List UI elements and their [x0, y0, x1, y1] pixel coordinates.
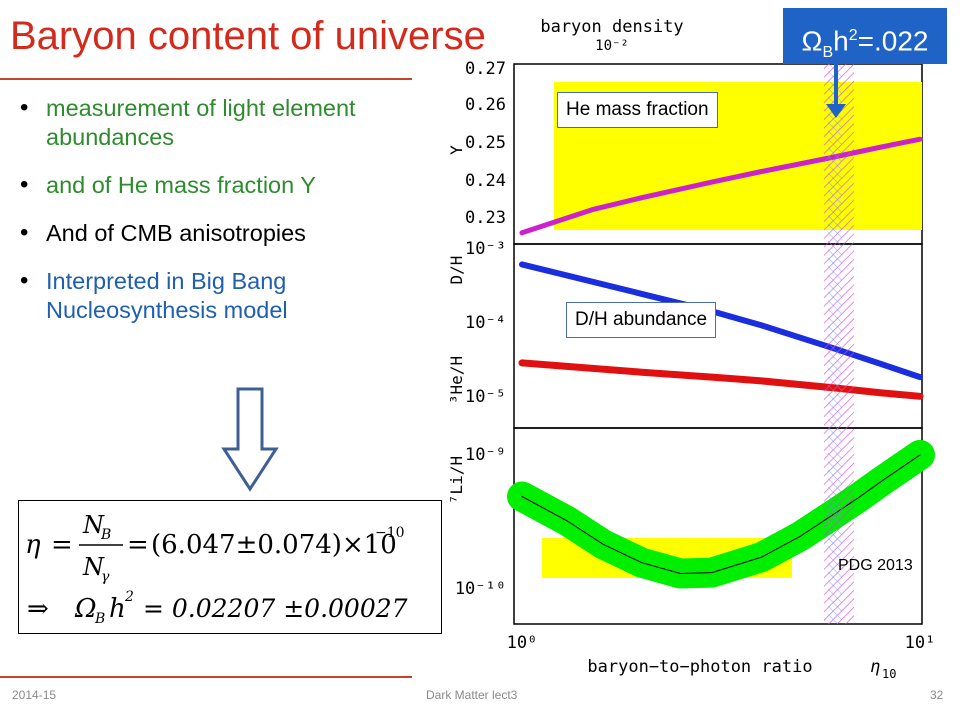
- x-axis-label: baryon−to−photon ratio: [587, 657, 812, 677]
- bullet-text: Interpreted in Big Bang Nucleosynthesis …: [46, 268, 288, 323]
- bullet-text: and of He mass fraction Y: [46, 172, 316, 198]
- y-tick-label: 0.24: [465, 171, 506, 191]
- title-underline: [0, 78, 412, 80]
- dh-axis-label: D/H: [447, 256, 466, 285]
- y-tick-label: 0.26: [465, 95, 506, 115]
- eq-sign-2: =: [127, 530, 149, 560]
- omega-letter: Ω: [801, 25, 823, 57]
- top-axis-label: baryon density: [540, 17, 683, 37]
- bullet-text: And of CMB anisotropies: [46, 220, 306, 246]
- y-tick-label: 0.25: [465, 133, 506, 153]
- footer-rule: [0, 676, 412, 678]
- pdg-label: PDG 2013: [838, 557, 913, 574]
- omega-result: = 0.02207 ±0.00027: [143, 594, 408, 623]
- bullet-text: measurement of light element abundances: [46, 95, 356, 150]
- omega-arrow-head: [826, 104, 846, 118]
- x-axis-symbol: η: [870, 657, 880, 677]
- h-letter: h: [833, 25, 849, 57]
- den-sub: γ: [101, 569, 110, 585]
- top-axis-unit: 10⁻²: [595, 38, 629, 54]
- omega-sub: B: [94, 611, 105, 627]
- den-n: N: [82, 553, 105, 581]
- h-exp: 2: [124, 589, 134, 605]
- li-series-line: [521, 454, 921, 574]
- h-sup: 2: [848, 27, 858, 44]
- eta-symbol: η: [25, 530, 41, 560]
- h-symbol: h: [109, 594, 126, 624]
- bullet-dot: •: [20, 94, 29, 121]
- y-tick-label: 10⁻⁹: [465, 445, 506, 465]
- formula-box: η = N B N γ = (6.047±0.074)×10 −10 ⇒ Ω B…: [18, 500, 442, 634]
- eta-exponent: −10: [375, 525, 405, 541]
- y-series-line: [519, 136, 923, 236]
- bullet-item: • Interpreted in Big Bang Nucleosynthesis…: [18, 267, 448, 325]
- bullet-dot: •: [20, 171, 29, 198]
- y-tick-label: 0.27: [465, 59, 506, 79]
- cmb-band-core: [828, 64, 842, 624]
- footer-lecture: Dark Matter lect3: [426, 688, 518, 702]
- formula-svg: η = N B N γ = (6.047±0.074)×10 −10 ⇒ Ω B…: [25, 511, 408, 627]
- y-tick-label: 10⁻³: [465, 239, 506, 259]
- eta-value: (6.047±0.074)×10: [151, 530, 397, 560]
- omega-symbol: Ω: [74, 594, 97, 624]
- he3-series-line: [518, 359, 924, 400]
- bullet-list: • measurement of light element abundances…: [18, 94, 448, 344]
- y-tick-label: 10⁻⁴: [465, 313, 506, 333]
- x-axis-sub: 10: [882, 667, 896, 681]
- num-n: N: [82, 511, 105, 539]
- x-tick-label: 10⁰: [507, 633, 538, 653]
- dh-label: D/H abundance: [566, 302, 717, 338]
- dh-series-line: [519, 261, 923, 381]
- down-arrow-icon: [221, 387, 279, 492]
- li-axis-label: ⁷Li/H: [447, 456, 466, 504]
- slide-title: Baryon content of universe: [10, 14, 486, 58]
- y-tick-label: 10⁻⁵: [465, 387, 506, 407]
- bullet-dot: •: [20, 267, 29, 294]
- y-axis-label: Y: [447, 145, 466, 155]
- omega-value: =.022: [857, 25, 929, 57]
- panel-li-frame: [513, 427, 923, 625]
- omega-sub: B: [822, 43, 834, 61]
- he3-axis-label: ³He/H: [447, 356, 466, 404]
- footer-page: 32: [930, 688, 944, 702]
- he-label: He mass fraction: [557, 92, 718, 128]
- eq-sign: =: [51, 530, 73, 560]
- bullet-dot: •: [20, 219, 29, 246]
- bullet-item: • and of He mass fraction Y: [18, 171, 448, 200]
- bullet-item: • And of CMB anisotropies: [18, 219, 448, 248]
- footer-date: 2014-15: [12, 688, 57, 702]
- bullet-item: • measurement of light element abundances: [18, 94, 448, 152]
- num-sub: B: [100, 527, 111, 543]
- y-tick-label: 0.23: [465, 208, 506, 228]
- y-tick-label: 10⁻¹⁰: [455, 579, 506, 599]
- x-tick-label: 10¹: [905, 633, 936, 653]
- omega-value-box: ΩBh2=.022: [783, 8, 947, 64]
- implies-arrow: ⇒: [27, 594, 49, 624]
